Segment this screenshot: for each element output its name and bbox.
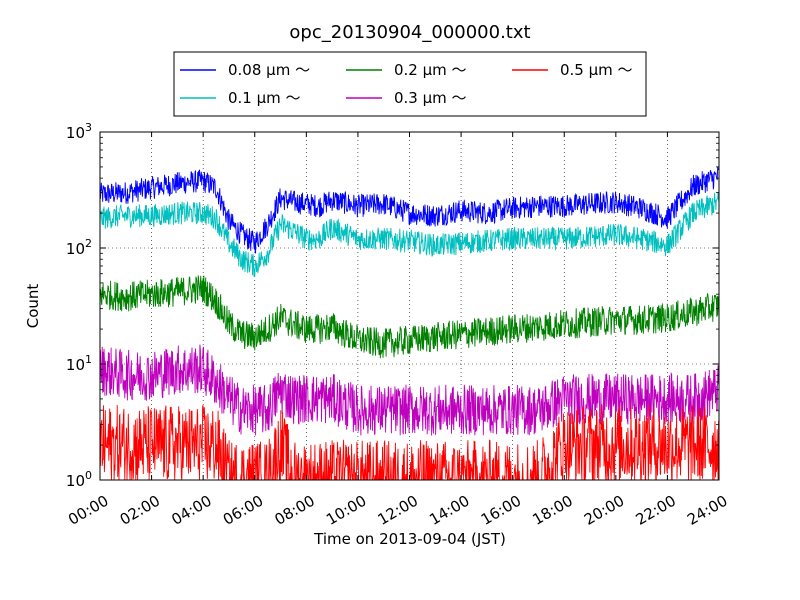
legend: 0.08 μm ～ 0.1 μm ～ 0.2 μm ～ 0.3 μm ～ 0.5 μm … bbox=[173, 51, 647, 117]
series-line bbox=[100, 275, 719, 359]
series-line bbox=[100, 192, 719, 277]
y-tick-label: 100 bbox=[66, 469, 92, 490]
chart-title: opc_20130904_000000.txt bbox=[289, 22, 530, 43]
y-tick-exponent: 1 bbox=[85, 353, 92, 366]
y-tick-base: 10 bbox=[66, 240, 85, 258]
legend-label: 0.5 μm ～ bbox=[560, 61, 633, 79]
series-line bbox=[100, 166, 719, 254]
legend-box bbox=[173, 51, 647, 117]
y-tick-base: 10 bbox=[66, 124, 85, 142]
y-tick-exponent: 2 bbox=[85, 237, 92, 250]
legend-label: 0.2 μm ～ bbox=[394, 61, 467, 79]
y-tick-exponent: 0 bbox=[85, 469, 92, 482]
series-layer bbox=[100, 166, 719, 480]
y-tick-label: 103 bbox=[66, 121, 92, 142]
y-tick-label: 102 bbox=[66, 237, 92, 258]
x-axis-label: Time on 2013-09-04 (JST) bbox=[313, 530, 506, 548]
legend-label: 0.1 μm ～ bbox=[228, 89, 301, 107]
series-line bbox=[100, 344, 719, 436]
y-axis-label: Count bbox=[24, 284, 42, 329]
legend-label: 0.08 μm ～ bbox=[228, 61, 310, 79]
y-tick-exponent: 3 bbox=[85, 121, 92, 134]
y-tick-base: 10 bbox=[66, 356, 85, 374]
y-tick-base: 10 bbox=[66, 472, 85, 490]
legend-label: 0.3 μm ～ bbox=[394, 89, 467, 107]
y-tick-label: 101 bbox=[66, 353, 92, 374]
series-line bbox=[100, 403, 719, 480]
